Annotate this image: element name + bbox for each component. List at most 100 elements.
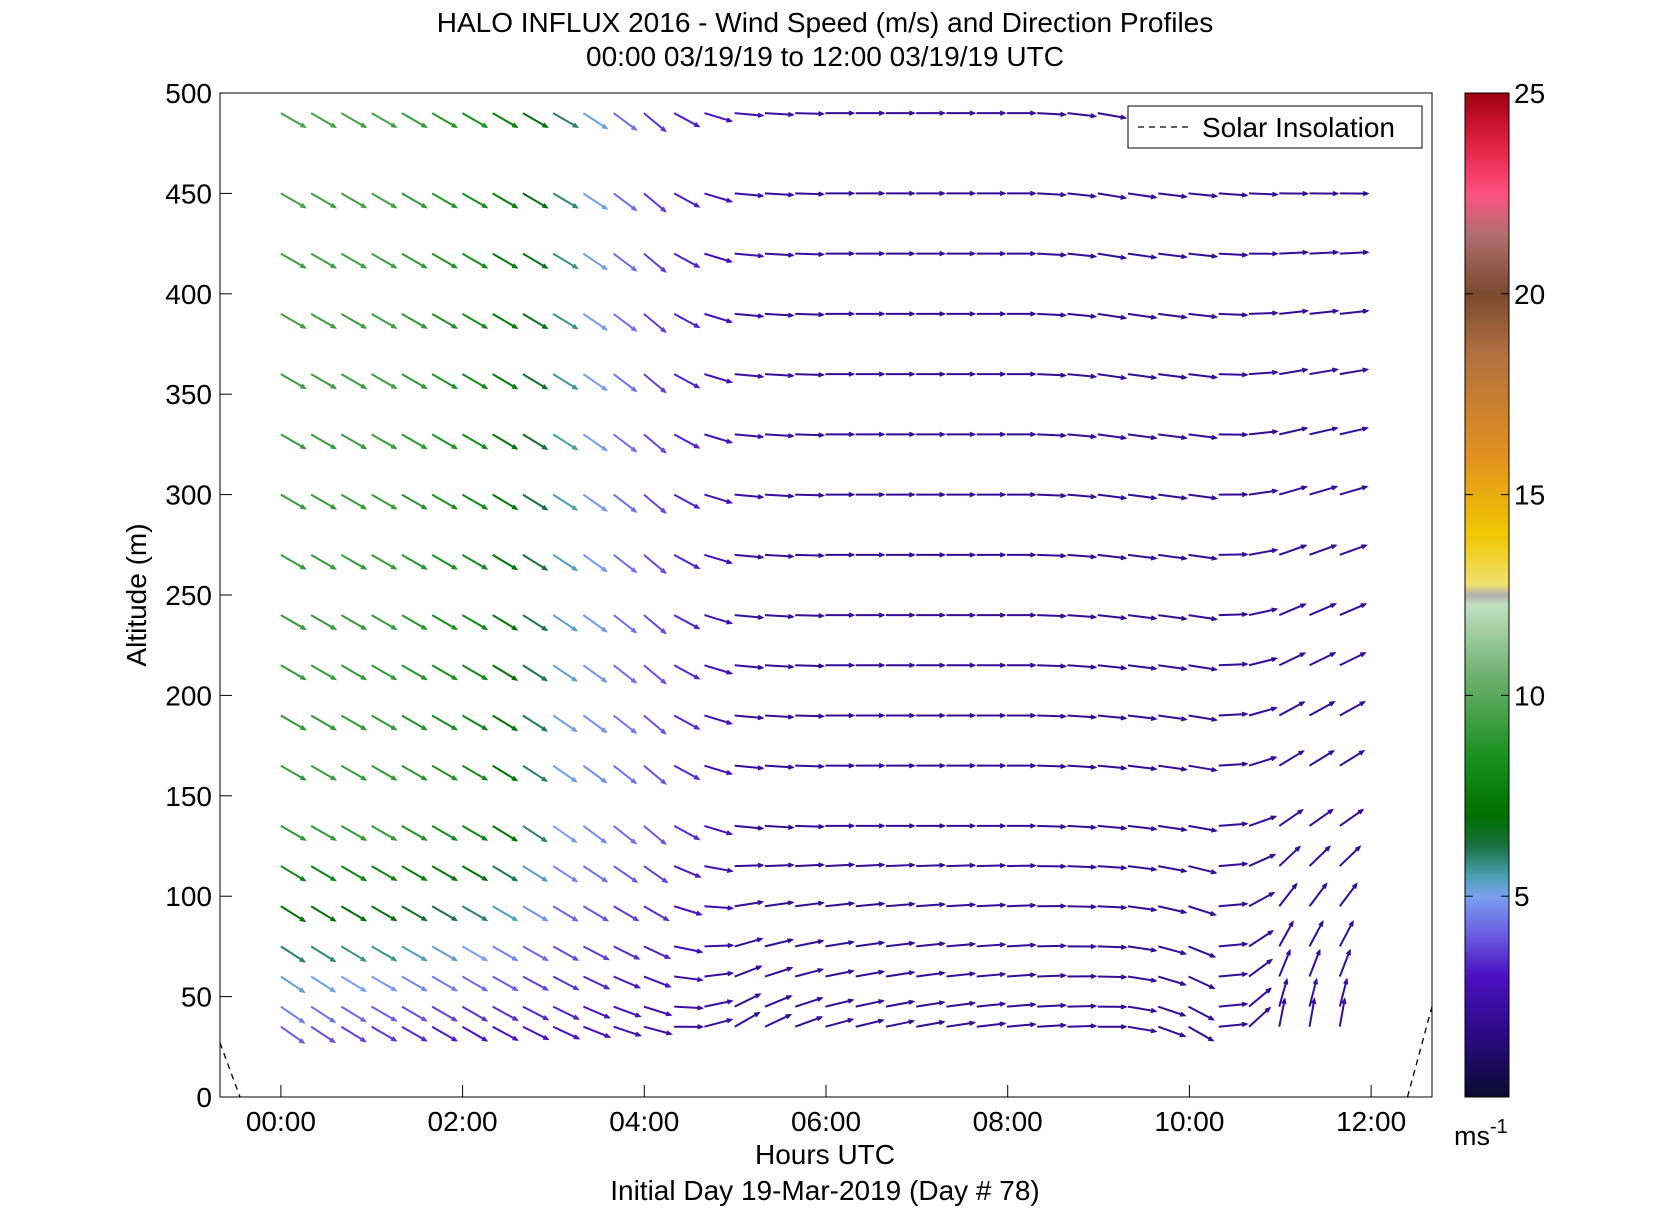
wind-vector bbox=[310, 905, 336, 922]
wind-vector bbox=[704, 553, 732, 564]
wind-vector-head bbox=[909, 371, 916, 377]
wind-vector bbox=[431, 865, 457, 881]
wind-vector bbox=[371, 493, 397, 510]
wind-vector-head bbox=[300, 775, 307, 781]
wind-vector-head bbox=[421, 1036, 428, 1042]
wind-vector-head bbox=[481, 383, 489, 390]
wind-vector bbox=[1006, 973, 1035, 978]
wind-vector-head bbox=[939, 901, 947, 908]
wind-vector-head bbox=[632, 915, 640, 922]
wind-vector-head bbox=[631, 265, 638, 272]
wind-vector bbox=[461, 553, 488, 570]
wind-vector-head bbox=[511, 725, 519, 732]
wind-vector-head bbox=[817, 900, 825, 906]
wind-vector bbox=[371, 614, 397, 630]
wind-vector bbox=[1248, 192, 1278, 196]
wind-vector-head bbox=[630, 677, 638, 684]
wind-vector-head bbox=[511, 383, 519, 390]
wind-vector bbox=[1158, 865, 1186, 873]
wind-vector-head bbox=[757, 433, 765, 440]
wind-vector-head bbox=[601, 385, 609, 392]
wind-vector bbox=[764, 373, 793, 377]
wind-vector bbox=[1309, 309, 1338, 315]
wind-vector-head bbox=[481, 955, 489, 962]
wind-vector bbox=[1067, 373, 1096, 378]
wind-vector bbox=[1127, 312, 1156, 319]
wind-vector bbox=[1339, 309, 1368, 315]
wind-vector bbox=[795, 373, 824, 376]
wind-vector bbox=[855, 999, 884, 1008]
wind-vector-head bbox=[969, 110, 977, 116]
wind-vector-head bbox=[1270, 756, 1278, 762]
wind-vector-head bbox=[1120, 114, 1128, 120]
wind-vector bbox=[310, 313, 336, 329]
wind-vector-head bbox=[631, 125, 638, 131]
wind-vector bbox=[795, 433, 824, 437]
wind-vector bbox=[371, 825, 397, 841]
wind-vector-head bbox=[421, 835, 428, 841]
wind-vector-head bbox=[939, 491, 947, 498]
wind-vector bbox=[492, 945, 518, 962]
wind-vector bbox=[1127, 1025, 1156, 1033]
wind-vector-head bbox=[693, 503, 701, 509]
wind-vector-head bbox=[1318, 919, 1324, 927]
wind-vector-head bbox=[481, 564, 489, 570]
wind-vector-head bbox=[571, 676, 579, 682]
wind-vector-head bbox=[1332, 308, 1340, 314]
wind-vector-head bbox=[1241, 941, 1249, 947]
wind-vector-head bbox=[878, 662, 886, 668]
wind-vector-head bbox=[511, 323, 519, 330]
wind-vector bbox=[340, 433, 367, 450]
wind-vector-head bbox=[1358, 749, 1366, 756]
wind-vector-head bbox=[999, 902, 1007, 908]
wind-vector bbox=[916, 971, 945, 978]
wind-vector-head bbox=[757, 112, 765, 118]
wind-vector-head bbox=[1343, 977, 1349, 985]
wind-vector bbox=[461, 975, 488, 992]
wind-vector-head bbox=[999, 552, 1007, 558]
wind-vector bbox=[522, 313, 548, 330]
x-tick-label: 06:00 bbox=[791, 1106, 861, 1137]
wind-vector bbox=[1248, 311, 1278, 315]
wind-vector bbox=[1067, 112, 1096, 118]
wind-vector bbox=[764, 995, 792, 1008]
wind-vector-head bbox=[693, 563, 701, 570]
wind-vector-head bbox=[660, 628, 667, 635]
wind-vector bbox=[613, 373, 637, 392]
x-axis: 00:00 02:00 04:00 06:00 08:00 10:00 12:00 bbox=[246, 1085, 1406, 1137]
wind-vector bbox=[340, 905, 366, 922]
wind-vector-head bbox=[1270, 815, 1278, 821]
wind-vector-head bbox=[1150, 665, 1158, 671]
y-tick-label: 0 bbox=[196, 1082, 212, 1113]
wind-vector bbox=[340, 764, 367, 781]
wind-vector-head bbox=[693, 624, 701, 630]
wind-vector-head bbox=[1120, 765, 1128, 771]
wind-vector-head bbox=[660, 387, 667, 394]
wind-vector bbox=[734, 312, 763, 318]
wind-vector bbox=[1308, 998, 1316, 1027]
wind-vector-head bbox=[541, 565, 549, 571]
wind-vector bbox=[522, 714, 547, 732]
wind-vector bbox=[704, 714, 732, 725]
wind-vector bbox=[643, 554, 667, 574]
x-tick-label: 04:00 bbox=[609, 1106, 679, 1137]
wind-vector bbox=[522, 614, 548, 631]
wind-vector bbox=[1157, 975, 1186, 986]
wind-vector-head bbox=[1362, 426, 1369, 432]
wind-vector bbox=[764, 112, 793, 116]
wind-vector bbox=[976, 943, 1005, 948]
wind-vector-head bbox=[787, 433, 795, 439]
wind-vector-head bbox=[878, 763, 886, 769]
wind-vector bbox=[431, 313, 457, 329]
wind-vector bbox=[1067, 192, 1096, 198]
wind-vector-head bbox=[848, 371, 856, 377]
wind-vector bbox=[582, 614, 607, 633]
wind-vector-head bbox=[727, 905, 735, 911]
wind-vector bbox=[1248, 608, 1277, 617]
wind-vector bbox=[1037, 614, 1066, 618]
wind-vector bbox=[613, 1005, 641, 1018]
wind-vector bbox=[1278, 809, 1303, 827]
wind-vector-head bbox=[969, 552, 977, 558]
wind-vector bbox=[310, 553, 336, 570]
wind-vector-head bbox=[481, 1016, 489, 1022]
